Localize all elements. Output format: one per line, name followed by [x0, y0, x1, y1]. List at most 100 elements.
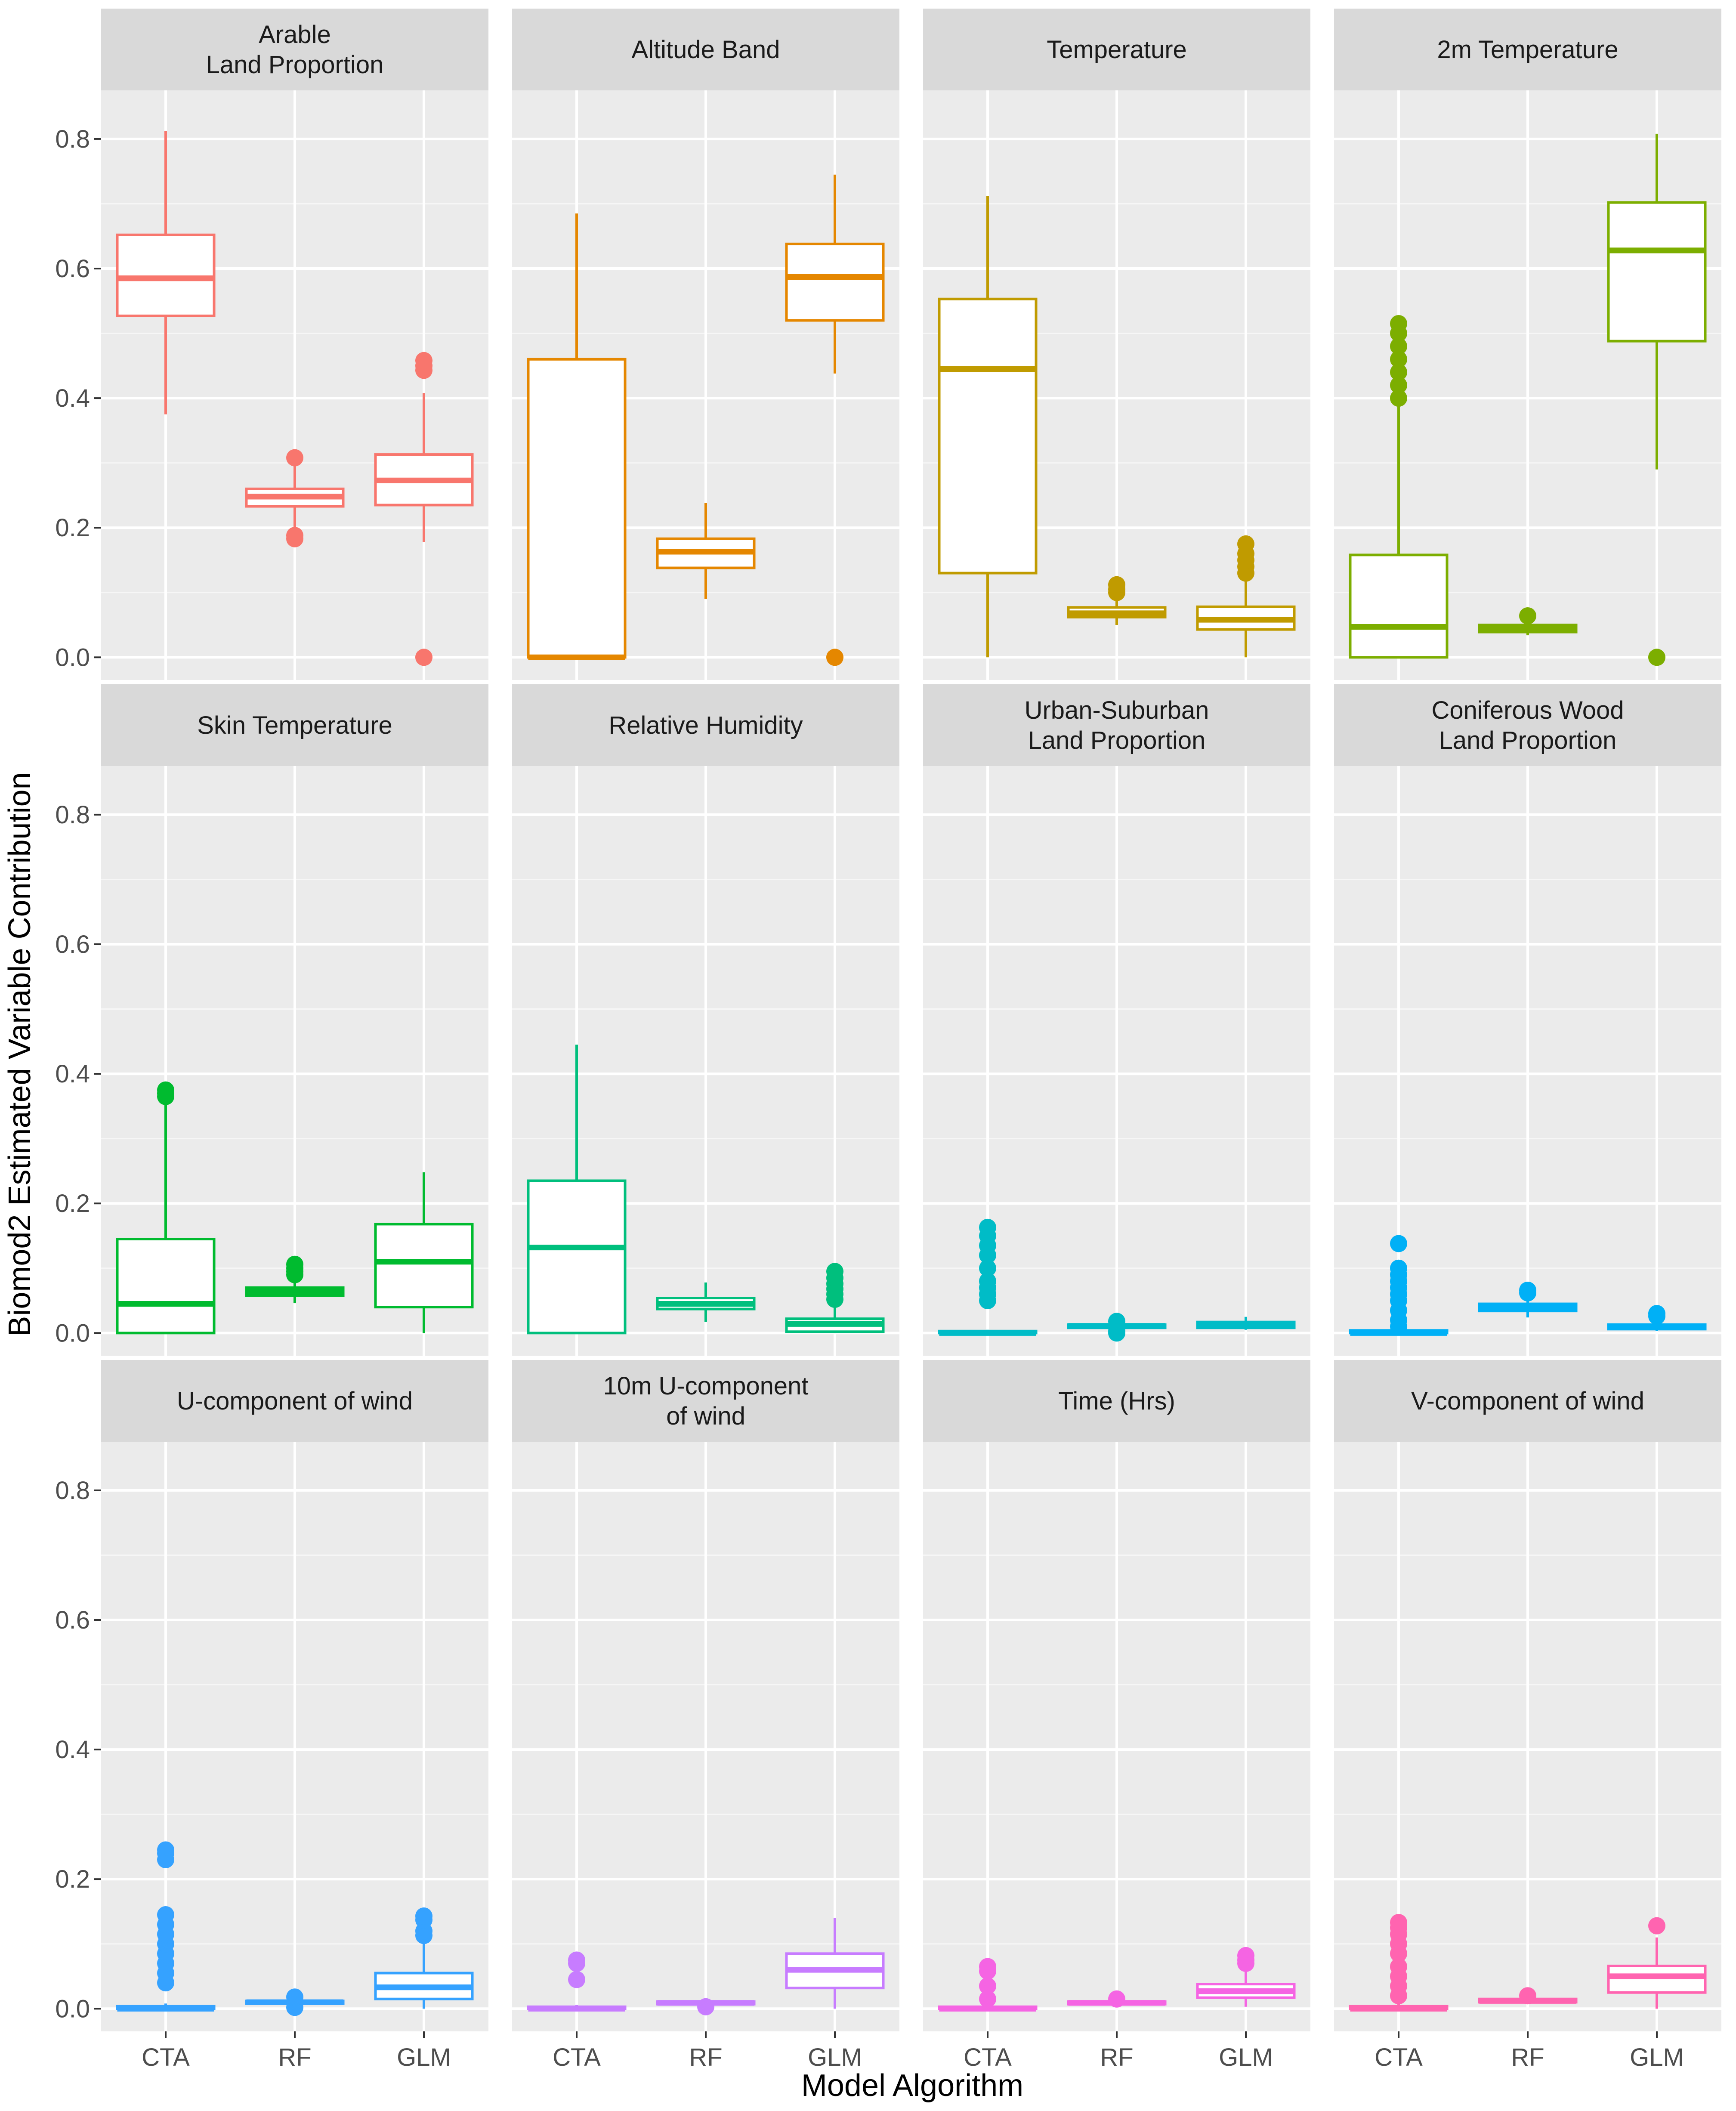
y-tick-label: 0.4: [55, 384, 90, 412]
facet-title-line: Arable: [259, 21, 331, 49]
x-tick-label: RF: [689, 2043, 722, 2071]
boxplot-cta: [116, 1081, 216, 1335]
y-tick-label: 0.2: [55, 1190, 90, 1218]
facet-strip: [923, 9, 1310, 90]
facet-title-line: V-component of wind: [1411, 1387, 1644, 1415]
boxplot-cta: [116, 131, 216, 414]
outlier-point: [1390, 337, 1407, 355]
y-tick-label: 0.6: [55, 255, 90, 283]
boxplot-rf: [1478, 1281, 1578, 1318]
boxplot-cta: [1349, 315, 1449, 659]
box-iqr: [527, 1179, 627, 1335]
facet-title: 2m Temperature: [1437, 36, 1618, 64]
boxplot-rf: [1067, 1313, 1167, 1342]
facet-title-line: Land Proportion: [1439, 726, 1617, 754]
outlier-point: [1390, 315, 1407, 332]
facet-panel: Coniferous Wood Land Proportion: [1334, 684, 1721, 1356]
boxplot-glm: [785, 1263, 885, 1333]
facet-panel: Relative Humidity: [512, 684, 899, 1356]
boxplot-rf: [1478, 1987, 1578, 2005]
outlier-point: [568, 1971, 585, 1988]
boxplot-rf: [1067, 1990, 1167, 2008]
facet-panel: 2m Temperature: [1334, 9, 1721, 680]
box-iqr: [1607, 201, 1707, 343]
y-tick-label: 0.0: [55, 1995, 90, 2023]
facet-panel: Temperature: [923, 9, 1310, 680]
box-iqr: [527, 358, 627, 659]
outlier-point: [979, 1259, 996, 1277]
x-tick-label: CTA: [142, 2043, 190, 2071]
outlier-point: [1390, 1235, 1407, 1252]
y-tick-label: 0.0: [55, 643, 90, 671]
facet-title: Altitude Band: [631, 36, 780, 64]
boxplot-rf: [245, 1988, 345, 2016]
y-tick-label: 0.2: [55, 1865, 90, 1893]
box-iqr: [1349, 553, 1449, 659]
boxplot-cta: [938, 1218, 1038, 1336]
outlier-point: [1519, 1281, 1536, 1299]
outlier-point: [1108, 1990, 1125, 2008]
boxplot-rf: [656, 1998, 756, 2015]
x-tick-label: GLM: [397, 2043, 451, 2071]
outlier-point: [1108, 1313, 1125, 1330]
facet-strip: [512, 9, 899, 90]
facet-panel: Urban-Suburban Land Proportion: [923, 684, 1310, 1356]
y-tick-label: 0.6: [55, 930, 90, 958]
outlier-point: [1390, 350, 1407, 368]
boxplot-cta: [1349, 1914, 1449, 2012]
boxplot-cta: [527, 1951, 627, 2012]
boxplot-glm: [374, 1907, 474, 2009]
facet-title-line: U-component of wind: [177, 1387, 413, 1415]
facet-title-line: Skin Temperature: [197, 711, 392, 739]
x-tick-label: RF: [278, 2043, 311, 2071]
box-iqr: [938, 297, 1038, 575]
outlier-point: [1648, 649, 1665, 666]
facet-panel: U-component of wind 0.0 0.2 0.4 0.6 0.8 CTA RF G…: [55, 1360, 488, 2071]
y-tick-label: 0.8: [55, 801, 90, 829]
boxplot-glm: [785, 1918, 885, 2009]
y-tick-label: 0.0: [55, 1319, 90, 1347]
boxplot-glm: [374, 352, 474, 666]
facet-title-line: Land Proportion: [1028, 726, 1206, 754]
outlier-point: [286, 527, 303, 544]
outlier-point: [1519, 607, 1536, 624]
boxplot-glm: [1607, 1305, 1707, 1331]
facet-strip: [101, 684, 488, 766]
outlier-point: [415, 352, 432, 369]
boxplot-cta: [938, 196, 1038, 658]
outlier-point: [157, 1081, 174, 1099]
outlier-point: [1390, 1259, 1407, 1277]
facet-strip: [923, 1360, 1310, 1442]
outlier-point: [826, 649, 843, 666]
facet-strip: [512, 1360, 899, 1442]
outlier-point: [1237, 1947, 1254, 1964]
boxplot-glm: [1196, 1317, 1296, 1330]
boxplot-rf: [245, 1255, 345, 1304]
box-iqr: [1607, 1964, 1707, 1994]
outlier-point: [1108, 576, 1125, 593]
facet-title: Relative Humidity: [609, 711, 803, 739]
y-tick-label: 0.2: [55, 514, 90, 542]
facet-panel: Arable Land Proportion 0.0 0.2 0.4 0.6 0.8: [55, 9, 488, 680]
boxplot-cta: [116, 1841, 216, 2012]
box-iqr: [116, 1238, 216, 1335]
y-tick-label: 0.8: [55, 125, 90, 153]
facet-title-line: 10m U-component: [603, 1372, 808, 1400]
facet-strip: [101, 9, 488, 90]
facet-title: Coniferous Wood Land Proportion: [1431, 696, 1624, 754]
outlier-point: [1390, 1958, 1407, 1975]
facet-panel: Altitude Band: [512, 9, 899, 680]
outlier-point: [1519, 1987, 1536, 2005]
outlier-point: [979, 1272, 996, 1290]
facet-panel: 10m U-component of wind CTA RF GLM: [512, 1360, 899, 2071]
boxplot-glm: [785, 174, 885, 666]
x-tick-label: RF: [1100, 2043, 1133, 2071]
outlier-point: [826, 1263, 843, 1280]
outlier-point: [1390, 363, 1407, 381]
y-tick-label: 0.6: [55, 1606, 90, 1634]
facet-panel: Time (Hrs) CTA RF GLM: [923, 1360, 1310, 2071]
outlier-point: [286, 1255, 303, 1273]
facet-title-line: Urban-Suburban: [1025, 696, 1209, 724]
x-axis-title: Model Algorithm: [801, 2068, 1023, 2103]
